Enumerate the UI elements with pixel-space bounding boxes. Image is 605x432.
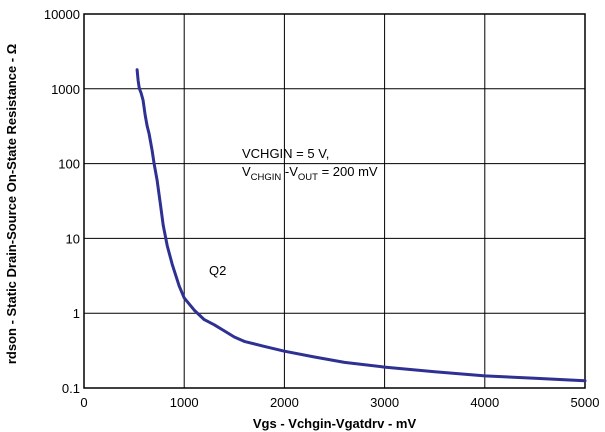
- condition-sub-out: OUT: [298, 172, 318, 183]
- grid: [84, 14, 585, 388]
- condition-label-line2: VCHGIN -VOUT = 200 mV: [242, 164, 378, 183]
- curve-label-q2: Q2: [209, 263, 226, 278]
- condition-end: = 200 mV: [318, 164, 378, 179]
- condition-label-line1: VCHGIN = 5 V,: [242, 146, 329, 161]
- condition-v: V: [242, 164, 251, 179]
- x-axis-title: Vgs - Vchgin-Vgatdrv - mV: [253, 416, 417, 431]
- y-tick-label: 10000: [44, 7, 80, 22]
- y-tick-label: 1000: [51, 82, 80, 97]
- condition-mid: -V: [281, 164, 298, 179]
- y-tick-label: 1: [73, 306, 80, 321]
- y-tick-label: 10: [66, 231, 80, 246]
- x-tick-label: 2000: [270, 395, 299, 410]
- x-tick-label: 1000: [170, 395, 199, 410]
- x-tick-label: 4000: [470, 395, 499, 410]
- series-line-q2: [135, 68, 587, 383]
- y-tick-labels: 0.1 1 10 100 1000 10000: [44, 7, 80, 396]
- x-tick-labels: 0 1000 2000 3000 4000 5000: [80, 395, 599, 410]
- plot-frame: [83, 13, 586, 389]
- y-tick-label: 100: [58, 157, 80, 172]
- y-axis-title: rdson - Static Drain-Source On-State Res…: [4, 44, 19, 364]
- x-tick-label: 3000: [370, 395, 399, 410]
- x-tick-label: 0: [80, 395, 87, 410]
- condition-sub-chgin: CHGIN: [251, 172, 282, 183]
- y-tick-label: 0.1: [62, 381, 80, 396]
- x-tick-label: 5000: [571, 395, 600, 410]
